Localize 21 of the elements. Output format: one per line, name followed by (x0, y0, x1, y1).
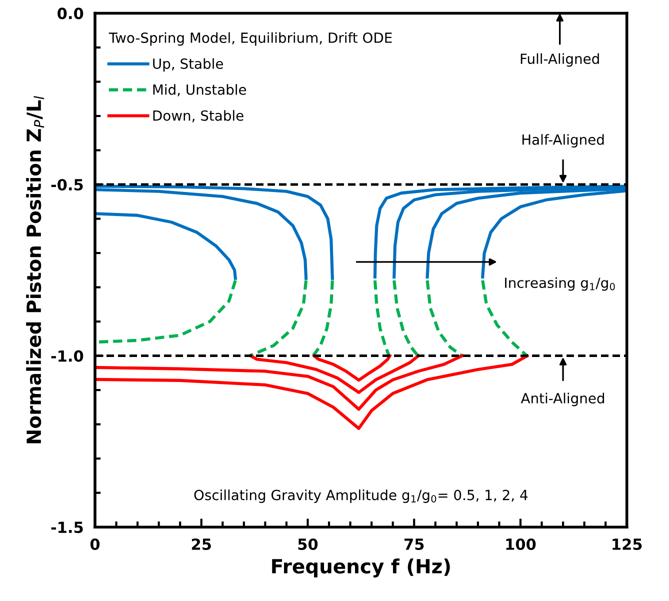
y-tick-label: -1.5 (51, 522, 83, 534)
x-axis-title: Frequency f (Hz) (272, 558, 450, 578)
legend-label: Mid, Unstable (153, 84, 246, 96)
y-tick-label: 0.0 (58, 8, 84, 20)
annotation: Oscillating Gravity Amplitude g$_{1}$/g$_{0}$= 0.5, 1, 2, 4 (194, 490, 528, 503)
annotation: Half-Aligned (522, 134, 604, 148)
annotation: Increasing g$_{1}$/g$_{0}$ (505, 277, 615, 291)
annotation: Anti-Aligned (520, 392, 604, 406)
x-tick-label: 100 (506, 538, 536, 550)
y-axis-title: Normalized Piston Position Z$_{P}$/L$_{l}$ (26, 96, 44, 444)
x-tick-label: 0 (90, 538, 100, 550)
x-tick-label: 50 (298, 538, 318, 550)
x-tick-label: 75 (404, 538, 424, 550)
y-tick-label: -0.5 (51, 178, 83, 191)
legend-label: Down, Stable (153, 110, 244, 122)
y-tick-label: -1.0 (51, 350, 84, 362)
x-tick-label: 25 (192, 538, 211, 550)
annotation: Full-Aligned (520, 53, 599, 67)
legend-label: Up, Stable (153, 58, 224, 72)
x-tick-label: 125 (612, 538, 642, 550)
legend-title: Two-Spring Model, Equilibrium, Drift ODE (108, 32, 392, 46)
